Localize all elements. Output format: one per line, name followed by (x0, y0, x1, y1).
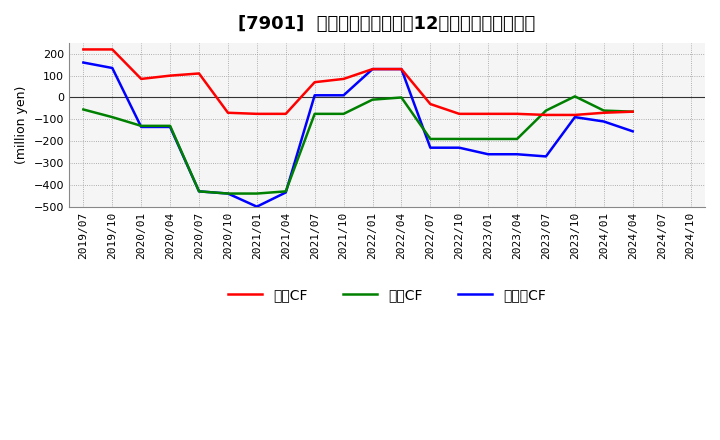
フリーCF (108, 66, 117, 71)
投資CF (108, 114, 117, 120)
投資CF (310, 111, 319, 117)
Legend: 営業CF, 投資CF, フリーCF: 営業CF, 投資CF, フリーCF (222, 282, 552, 308)
投資CF (484, 136, 492, 142)
投資CF (224, 191, 233, 196)
営業CF (194, 71, 203, 76)
投資CF (282, 189, 290, 194)
営業CF (282, 111, 290, 117)
投資CF (397, 95, 406, 100)
投資CF (166, 123, 174, 128)
営業CF (570, 112, 579, 117)
営業CF (455, 111, 464, 117)
フリーCF (282, 190, 290, 195)
投資CF (253, 191, 261, 196)
営業CF (137, 76, 145, 81)
フリーCF (570, 114, 579, 120)
フリーCF (194, 189, 203, 194)
フリーCF (253, 204, 261, 209)
Y-axis label: (million yen): (million yen) (15, 86, 28, 164)
営業CF (253, 111, 261, 117)
投資CF (194, 189, 203, 194)
フリーCF (397, 66, 406, 72)
営業CF (108, 47, 117, 52)
営業CF (484, 111, 492, 117)
フリーCF (368, 66, 377, 72)
営業CF (541, 112, 550, 117)
営業CF (310, 80, 319, 85)
営業CF (600, 110, 608, 115)
投資CF (455, 136, 464, 142)
Line: 投資CF: 投資CF (84, 96, 633, 194)
営業CF (339, 76, 348, 81)
Line: フリーCF: フリーCF (84, 62, 633, 207)
フリーCF (310, 93, 319, 98)
フリーCF (600, 119, 608, 124)
フリーCF (484, 152, 492, 157)
投資CF (79, 107, 88, 112)
投資CF (368, 97, 377, 102)
フリーCF (137, 125, 145, 130)
フリーCF (541, 154, 550, 159)
営業CF (224, 110, 233, 115)
フリーCF (629, 128, 637, 134)
投資CF (426, 136, 435, 142)
フリーCF (455, 145, 464, 150)
投資CF (339, 111, 348, 117)
営業CF (166, 73, 174, 78)
営業CF (397, 66, 406, 72)
フリーCF (339, 93, 348, 98)
フリーCF (224, 191, 233, 196)
フリーCF (426, 145, 435, 150)
Title: [7901]  キャッシュフローの12か月移動合計の推移: [7901] キャッシュフローの12か月移動合計の推移 (238, 15, 536, 33)
Line: 営業CF: 営業CF (84, 49, 633, 115)
営業CF (629, 109, 637, 114)
投資CF (629, 109, 637, 114)
営業CF (368, 66, 377, 72)
営業CF (513, 111, 521, 117)
投資CF (570, 94, 579, 99)
フリーCF (166, 125, 174, 130)
投資CF (137, 123, 145, 128)
フリーCF (513, 152, 521, 157)
営業CF (426, 101, 435, 106)
投資CF (541, 108, 550, 113)
投資CF (513, 136, 521, 142)
投資CF (600, 108, 608, 113)
営業CF (79, 47, 88, 52)
フリーCF (79, 60, 88, 65)
